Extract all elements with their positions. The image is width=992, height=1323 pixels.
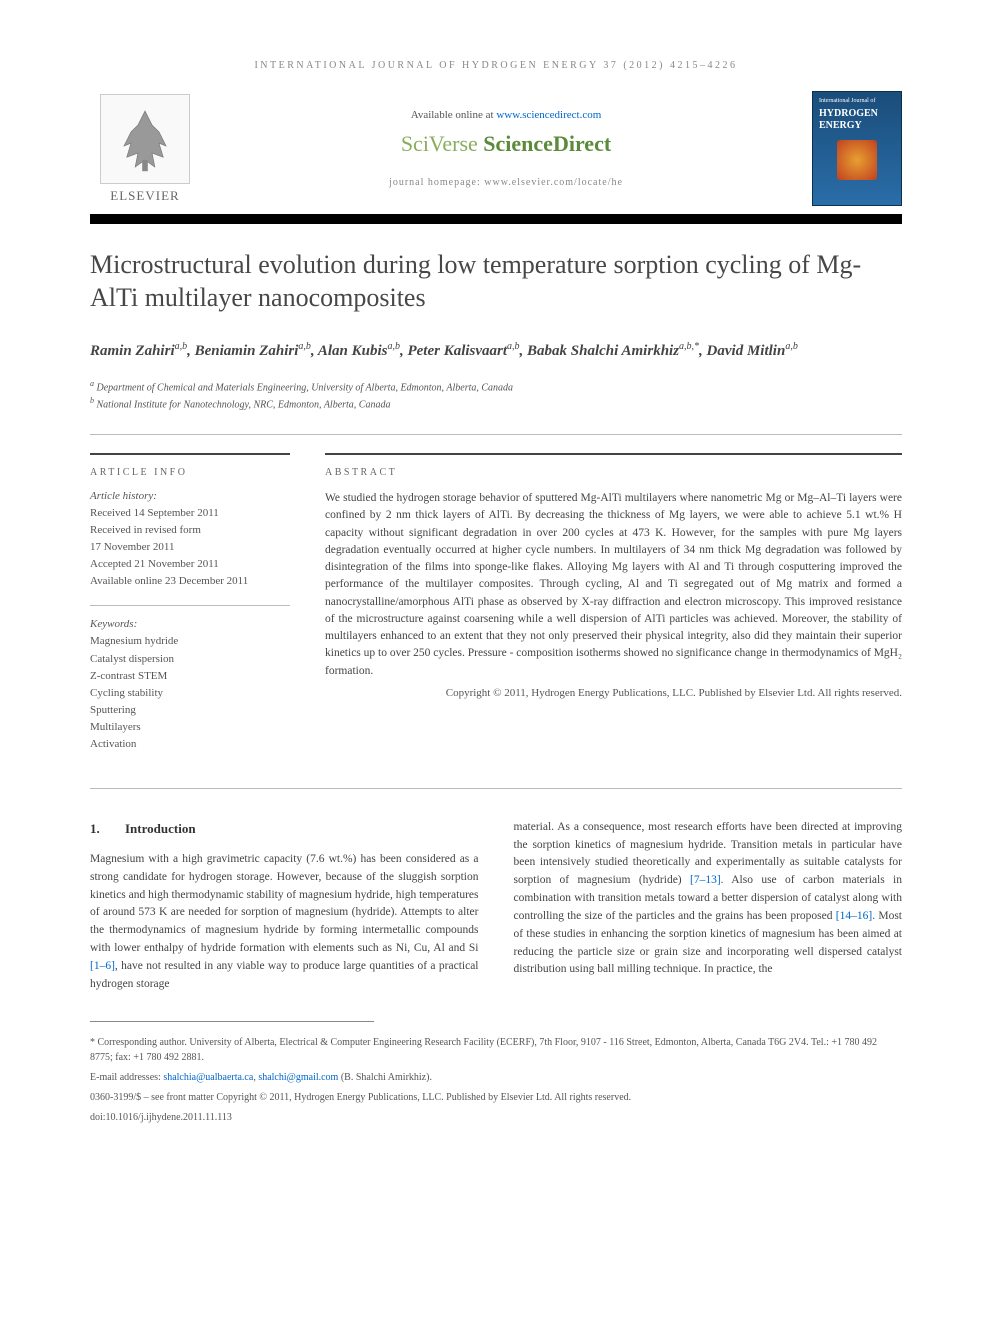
history-line: Received 14 September 2011 <box>90 505 290 522</box>
body-column-right: material. As a consequence, most researc… <box>514 819 903 994</box>
sciverse-logo: SciVerse ScienceDirect <box>220 131 792 157</box>
journal-citation-header: INTERNATIONAL JOURNAL OF HYDROGEN ENERGY… <box>90 60 902 71</box>
author-list: Ramin Zahiria,b, Beniamin Zahiria,b, Ala… <box>90 339 902 363</box>
keyword: Multilayers <box>90 719 290 736</box>
available-online-text: Available online at www.sciencedirect.co… <box>220 109 792 121</box>
keyword: Cycling stability <box>90 685 290 702</box>
elsevier-tree-icon <box>100 94 190 184</box>
body-divider <box>90 788 902 789</box>
affiliations: a Department of Chemical and Materials E… <box>90 378 902 413</box>
email-link-1[interactable]: shalchia@ualbaerta.ca <box>163 1072 253 1083</box>
article-info-column: ARTICLE INFO Article history: Received 1… <box>90 453 290 753</box>
abstract-header: ABSTRACT <box>325 467 902 478</box>
keyword: Catalyst dispersion <box>90 651 290 668</box>
affiliation: a Department of Chemical and Materials E… <box>90 378 902 395</box>
ref-link-1-6[interactable]: [1–6] <box>90 960 115 972</box>
history-line: 17 November 2011 <box>90 539 290 556</box>
ref-link-14-16[interactable]: [14–16] <box>836 910 872 922</box>
author: Babak Shalchi Amirkhiza,b,* <box>527 343 699 359</box>
author: Alan Kubisa,b <box>318 343 400 359</box>
article-info-header: ARTICLE INFO <box>90 467 290 478</box>
history-line: Available online 23 December 2011 <box>90 573 290 590</box>
abstract-text: We studied the hydrogen storage behavior… <box>325 490 902 680</box>
info-abstract-row: ARTICLE INFO Article history: Received 1… <box>90 434 902 753</box>
body-columns: 1.Introduction Magnesium with a high gra… <box>90 819 902 994</box>
author: Peter Kalisvaarta,b <box>407 343 519 359</box>
ref-link-7-13[interactable]: [7–13] <box>690 874 721 886</box>
homepage-link[interactable]: www.elsevier.com/locate/he <box>484 177 623 188</box>
footer-issn: 0360-3199/$ – see front matter Copyright… <box>90 1090 902 1105</box>
footer-divider <box>90 1021 374 1030</box>
author: Ramin Zahiria,b <box>90 343 187 359</box>
publisher-banner: ELSEVIER Available online at www.science… <box>90 91 902 206</box>
doi: doi:10.1016/j.ijhydene.2011.11.113 <box>90 1110 902 1125</box>
keyword: Activation <box>90 736 290 753</box>
history-line: Accepted 21 November 2011 <box>90 556 290 573</box>
sciencedirect-link[interactable]: www.sciencedirect.com <box>496 109 601 121</box>
cover-image-icon <box>837 140 877 180</box>
keyword: Magnesium hydride <box>90 633 290 650</box>
elsevier-logo: ELSEVIER <box>90 94 200 204</box>
intro-paragraph: Magnesium with a high gravimetric capaci… <box>90 851 479 994</box>
center-banner: Available online at www.sciencedirect.co… <box>200 109 812 188</box>
article-title: Microstructural evolution during low tem… <box>90 249 902 314</box>
email-link-2[interactable]: shalchi@gmail.com <box>258 1072 338 1083</box>
email-line: E-mail addresses: shalchia@ualbaerta.ca,… <box>90 1070 902 1085</box>
history-line: Received in revised form <box>90 522 290 539</box>
journal-homepage: journal homepage: www.elsevier.com/locat… <box>220 177 792 188</box>
keywords-block: Keywords: Magnesium hydrideCatalyst disp… <box>90 605 290 752</box>
author: Beniamin Zahiria,b <box>195 343 311 359</box>
journal-cover-thumbnail: International Journal of HYDROGEN ENERGY <box>812 91 902 206</box>
affiliation: b National Institute for Nanotechnology,… <box>90 395 902 412</box>
author: David Mitlina,b <box>707 343 798 359</box>
article-history: Article history: Received 14 September 2… <box>90 488 290 590</box>
copyright-text: Copyright © 2011, Hydrogen Energy Public… <box>325 686 902 701</box>
keyword: Sputtering <box>90 702 290 719</box>
abstract-column: ABSTRACT We studied the hydrogen storage… <box>325 453 902 753</box>
elsevier-label: ELSEVIER <box>110 188 179 204</box>
introduction-heading: 1.Introduction <box>90 819 479 839</box>
body-column-left: 1.Introduction Magnesium with a high gra… <box>90 819 479 994</box>
corresponding-author: * Corresponding author. University of Al… <box>90 1035 902 1065</box>
title-divider-bar <box>90 214 902 224</box>
keyword: Z-contrast STEM <box>90 668 290 685</box>
intro-paragraph-cont: material. As a consequence, most researc… <box>514 819 903 979</box>
